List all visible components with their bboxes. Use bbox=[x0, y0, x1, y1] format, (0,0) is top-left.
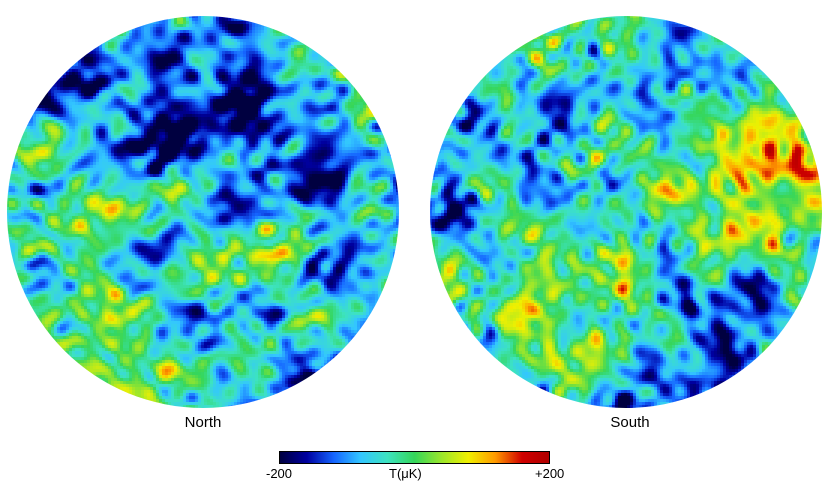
colorbar-quantity-label: T(μK) bbox=[389, 466, 422, 481]
sky-map-texture bbox=[7, 16, 399, 408]
temperature-colorbar bbox=[279, 451, 550, 464]
colorbar-max-label: +200 bbox=[535, 466, 564, 481]
north-hemisphere-map bbox=[7, 16, 399, 408]
south-hemisphere-map bbox=[430, 16, 822, 408]
colorbar-min-label: -200 bbox=[266, 466, 292, 481]
south-label: South bbox=[530, 414, 730, 431]
north-label: North bbox=[103, 414, 303, 431]
sky-map-texture bbox=[430, 16, 822, 408]
